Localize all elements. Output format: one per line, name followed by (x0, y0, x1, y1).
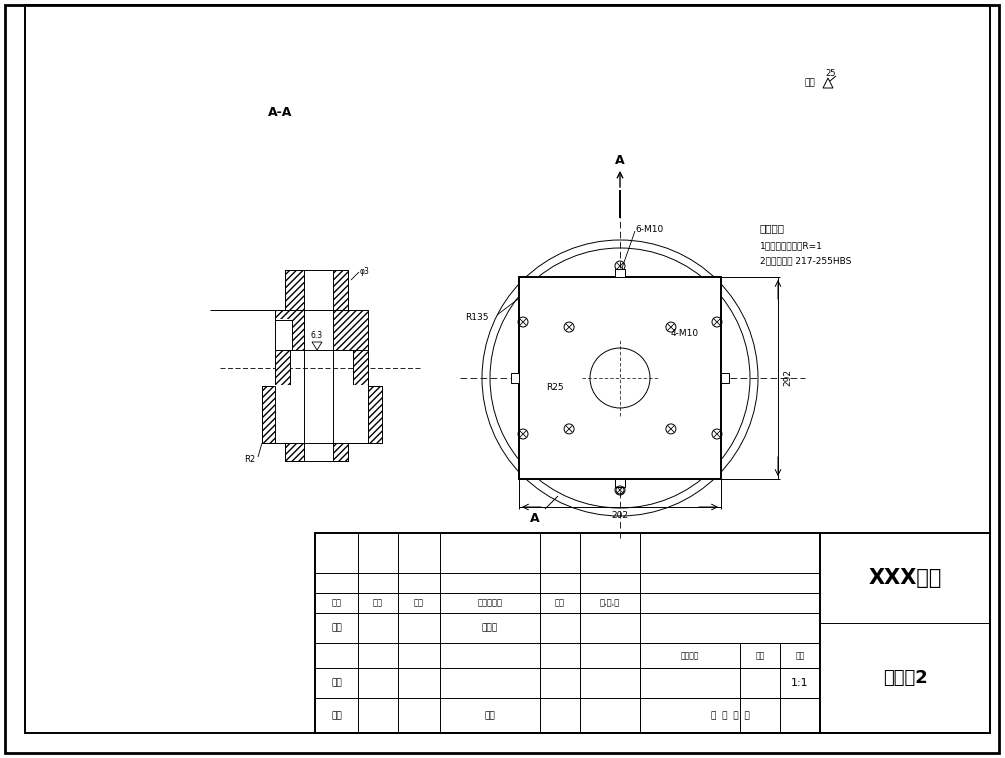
Text: 工艺: 工艺 (331, 711, 342, 720)
Bar (315, 533, 990, 733)
Text: R25: R25 (546, 384, 564, 393)
Text: R135: R135 (465, 314, 488, 322)
Text: 6.3: 6.3 (311, 331, 323, 340)
Text: A: A (615, 154, 625, 167)
Text: 比例: 比例 (795, 651, 805, 660)
Text: 更改文件号: 更改文件号 (477, 599, 502, 607)
Text: 技术要求: 技术要求 (760, 223, 785, 233)
Text: 审核: 审核 (331, 678, 342, 688)
Text: φ3: φ3 (360, 267, 370, 275)
Bar (353, 350, 368, 386)
Bar (511, 373, 519, 383)
Bar (304, 309, 333, 351)
Bar (519, 277, 721, 479)
Text: R2: R2 (244, 455, 255, 463)
Text: A: A (531, 512, 540, 525)
Text: XXX大学: XXX大学 (868, 568, 942, 588)
Text: 6-M10: 6-M10 (636, 224, 664, 233)
Text: 292: 292 (784, 369, 793, 387)
Text: 车,月,日: 车,月,日 (600, 599, 620, 607)
Text: 处数: 处数 (373, 599, 383, 607)
Text: 设计: 设计 (331, 624, 342, 632)
Bar (721, 373, 729, 383)
Text: 202: 202 (611, 510, 628, 519)
Bar (275, 385, 368, 444)
Text: 其它: 其它 (804, 79, 815, 87)
Bar (304, 442, 333, 462)
Bar (615, 269, 625, 277)
Bar (275, 310, 368, 350)
Text: 25: 25 (826, 70, 836, 79)
Text: 法兰盘2: 法兰盘2 (882, 669, 928, 687)
Bar (285, 270, 304, 310)
Text: 签字: 签字 (555, 599, 565, 607)
Bar (275, 319, 292, 350)
Bar (262, 386, 382, 443)
Bar (285, 443, 348, 461)
Text: 标记: 标记 (332, 599, 342, 607)
Text: A-A: A-A (267, 107, 292, 120)
Text: 2、调质处理 217-255HBS: 2、调质处理 217-255HBS (760, 256, 851, 265)
Bar (333, 270, 348, 310)
Text: 1:1: 1:1 (791, 678, 809, 688)
Text: 1、未注明倒角为R=1: 1、未注明倒角为R=1 (760, 242, 823, 250)
Bar (275, 350, 290, 386)
Text: 标准化: 标准化 (482, 624, 498, 632)
Text: 批准: 批准 (484, 711, 495, 720)
Bar (615, 479, 625, 487)
Text: 阶段标记: 阶段标记 (680, 651, 699, 660)
Bar (304, 269, 333, 311)
Bar (285, 270, 348, 310)
Text: 分区: 分区 (414, 599, 424, 607)
Bar (304, 310, 333, 350)
Text: 重量: 重量 (756, 651, 765, 660)
Text: 共  张  第  张: 共 张 第 张 (711, 711, 750, 720)
Text: 4-M10: 4-M10 (671, 328, 699, 337)
